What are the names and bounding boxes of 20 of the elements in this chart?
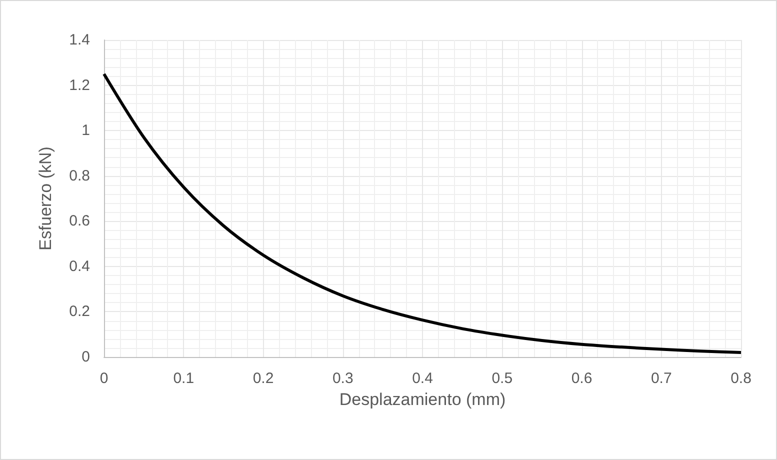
x-tick-label: 0.3 bbox=[332, 370, 354, 387]
x-tick-label: 0.4 bbox=[412, 370, 433, 387]
y-tick-label: 1.2 bbox=[69, 76, 90, 94]
line-series bbox=[102, 72, 742, 354]
x-tick-label: 0.8 bbox=[730, 370, 752, 387]
x-tick-label: 0.5 bbox=[492, 370, 513, 387]
y-tick-label: 0.8 bbox=[69, 167, 90, 184]
x-tick-label: 0 bbox=[100, 370, 108, 387]
x-tick-label: 0.7 bbox=[650, 370, 672, 387]
y-tick-label: 1 bbox=[82, 122, 90, 140]
x-tick-label: 0.6 bbox=[571, 370, 592, 387]
x-axis-title: Desplazamiento (mm) bbox=[339, 390, 506, 409]
x-tick-label: 0.1 bbox=[173, 370, 194, 387]
y-tick-label: 0.2 bbox=[69, 303, 90, 320]
y-tick-label: 0 bbox=[82, 348, 90, 366]
y-tick-label: 1.4 bbox=[69, 32, 90, 48]
x-tick-label: 0.2 bbox=[252, 370, 274, 387]
y-tick-label: 0.4 bbox=[69, 258, 90, 275]
y-axis-title: Esfuerzo (kN) bbox=[36, 146, 55, 250]
y-tick-label: 0.6 bbox=[69, 212, 90, 230]
